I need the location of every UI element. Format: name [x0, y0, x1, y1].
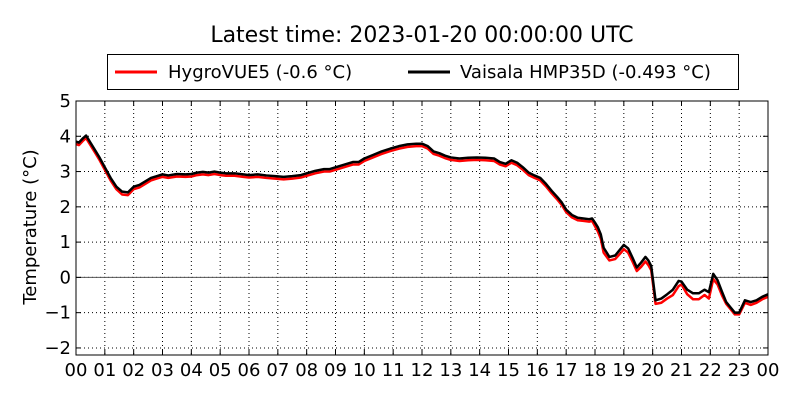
x-tick-label: 15 [497, 360, 520, 381]
series-layer [75, 134, 769, 316]
x-tick-label: 04 [180, 360, 203, 381]
y-tick-label: 4 [60, 126, 71, 147]
x-tick-label: 09 [324, 360, 347, 381]
x-tick-label: 12 [411, 360, 434, 381]
x-tick-label: 02 [122, 360, 145, 381]
x-tick-label: 21 [670, 360, 693, 381]
y-tick-label: 1 [60, 232, 71, 253]
x-tick-label: 08 [295, 360, 318, 381]
x-tick-label: 10 [353, 360, 376, 381]
x-tick-label: 07 [266, 360, 289, 381]
plot-frame [75, 100, 769, 356]
x-tick-label: 05 [209, 360, 232, 381]
x-tick-label: 23 [728, 360, 751, 381]
x-tick-label: 22 [699, 360, 722, 381]
y-tick-label: 2 [60, 197, 71, 218]
chart-title: Latest time: 2023-01-20 00:00:00 UTC [210, 23, 633, 48]
x-tick-label: 06 [238, 360, 261, 381]
tick-layer: 00 01 02 03 04 05 06 07 08 09 10 11 12 13 14 15 16 17 18 19… [44, 91, 779, 381]
x-tick-label: 17 [555, 360, 578, 381]
legend-label-vaisala: Vaisala HMP35D (-0.493 °C) [460, 62, 711, 83]
legend: HygroVUE5 (-0.6 °C) Vaisala HMP35D (-0.4… [107, 54, 739, 90]
legend-label-hygrovue5: HygroVUE5 (-0.6 °C) [168, 62, 352, 83]
y-tick-label: 3 [60, 162, 71, 183]
y-tick-label: 0 [60, 267, 71, 288]
y-tick-label: −1 [44, 303, 71, 324]
x-tick-label: 19 [612, 360, 635, 381]
x-tick-label: 00 [757, 360, 780, 381]
x-tick-label: 20 [641, 360, 664, 381]
x-tick-label: 00 [65, 360, 88, 381]
y-tick-label: −2 [44, 338, 71, 359]
x-tick-label: 13 [439, 360, 462, 381]
series-line-1 [75, 134, 769, 314]
x-tick-label: 18 [584, 360, 607, 381]
y-axis-label: Temperature (°C) [20, 149, 41, 305]
x-tick-label: 16 [526, 360, 549, 381]
x-tick-label: 03 [151, 360, 174, 381]
x-tick-label: 01 [93, 360, 116, 381]
grid [76, 101, 768, 355]
y-tick-label: 5 [60, 91, 71, 112]
x-tick-label: 11 [382, 360, 405, 381]
series-line-0 [75, 136, 769, 316]
x-tick-label: 14 [468, 360, 491, 381]
